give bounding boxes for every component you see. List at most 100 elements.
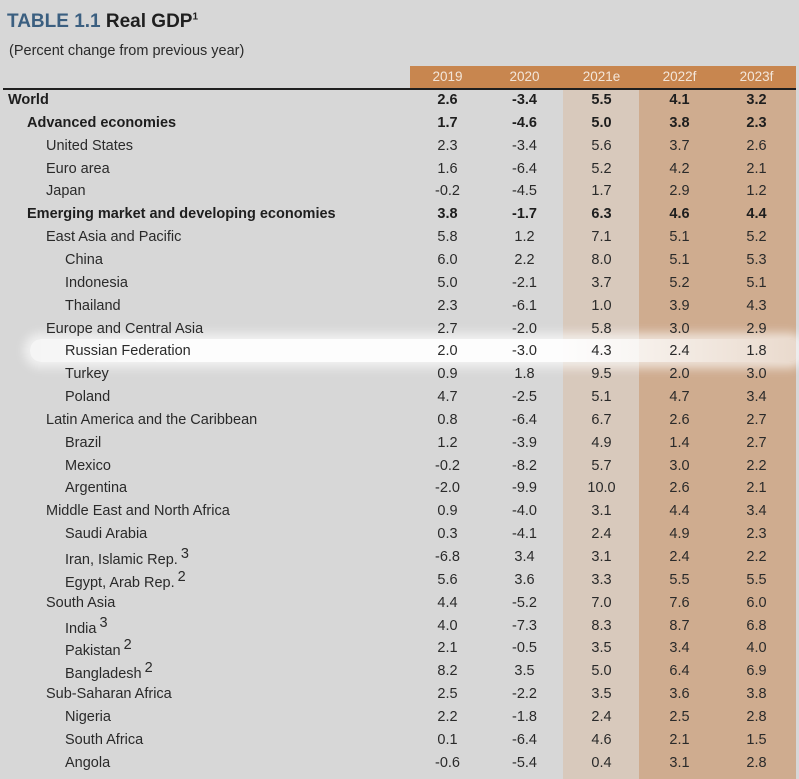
column-header-2022f: 2022f <box>662 69 697 84</box>
cell-2020: -3.9 <box>512 434 537 451</box>
cell-2020: -6.4 <box>512 731 537 748</box>
cell-2023f: 4.3 <box>746 297 767 314</box>
cell-2020: -3.4 <box>512 92 537 108</box>
row-label: Sub-Saharan Africa <box>46 683 172 706</box>
cell-2020: -3.4 <box>512 137 537 154</box>
table-row: Middle East and North Africa 0.9 -4.0 3.1 4.… <box>0 500 799 523</box>
table-row: East Asia and Pacific 5.8 1.2 7.1 5.1 5.2 <box>0 226 799 249</box>
cell-2022f: 3.8 <box>669 114 690 131</box>
table-row: Mexico -0.2 -8.2 5.7 3.0 2.2 <box>0 455 799 478</box>
row-label-text: Saudi Arabia <box>65 526 148 543</box>
table-row: Emerging market and developing economies… <box>0 203 799 226</box>
cell-2022f: 3.9 <box>669 297 690 314</box>
cell-2019: 8.2 <box>437 663 458 680</box>
cell-2023f: 2.1 <box>746 480 767 497</box>
row-label: Bangladesh 2 <box>65 660 153 686</box>
row-label-text: Japan <box>46 183 86 200</box>
table-row: Poland 4.7 -2.5 5.1 4.7 3.4 <box>0 386 799 409</box>
cell-2021e: 8.0 <box>591 251 612 268</box>
cell-2023f: 2.3 <box>746 114 767 131</box>
row-label: Pakistan 2 <box>65 637 132 663</box>
cell-2019: 2.1 <box>437 640 458 657</box>
cell-2019: 2.3 <box>437 137 458 154</box>
cell-2023f: 3.4 <box>746 389 767 406</box>
cell-2019: -0.2 <box>435 183 460 200</box>
cell-2020: -6.4 <box>512 411 537 428</box>
cell-2021e: 9.5 <box>591 366 612 383</box>
row-label: Indonesia <box>65 272 128 295</box>
cell-2021e: 3.3 <box>591 571 612 588</box>
row-label: Iran, Islamic Rep. 3 <box>65 546 189 572</box>
cell-2022f: 3.0 <box>669 320 690 337</box>
cell-2023f: 5.5 <box>746 571 767 588</box>
cell-2021e: 1.0 <box>591 297 612 314</box>
cell-2021e: 5.2 <box>591 160 612 177</box>
cell-2023f: 6.8 <box>746 617 767 634</box>
cell-2022f: 5.2 <box>669 274 690 291</box>
cell-2019: 1.6 <box>437 160 458 177</box>
cell-2020: -9.9 <box>512 480 537 497</box>
cell-2019: 3.8 <box>437 206 458 223</box>
cell-2020: -4.0 <box>512 503 537 520</box>
cell-2022f: 4.9 <box>669 526 690 543</box>
row-label-text: Nigeria <box>65 708 111 725</box>
cell-2022f: 8.7 <box>669 617 690 634</box>
row-label-text: Brazil <box>65 434 102 451</box>
cell-2021e: 1.7 <box>591 183 612 200</box>
cell-2020: -3.0 <box>512 343 537 360</box>
table-row: Iran, Islamic Rep. 3 -6.8 3.4 3.1 2.4 2.2 <box>0 546 799 569</box>
row-label: Latin America and the Caribbean <box>46 409 257 432</box>
row-label: Brazil <box>65 432 101 455</box>
cell-2019: -2.0 <box>435 480 460 497</box>
cell-2021e: 3.5 <box>591 686 612 703</box>
cell-2021e: 6.7 <box>591 411 612 428</box>
cell-2022f: 3.1 <box>669 754 690 771</box>
cell-2023f: 2.1 <box>746 160 767 177</box>
cell-2020: -5.2 <box>512 594 537 611</box>
cell-2020: -0.5 <box>512 640 537 657</box>
table-row: Russian Federation 2.0 -3.0 4.3 2.4 1.8 <box>0 340 799 363</box>
cell-2020: -8.2 <box>512 457 537 474</box>
cell-2020: 3.6 <box>514 571 535 588</box>
cell-2023f: 2.3 <box>746 526 767 543</box>
cell-2019: 2.5 <box>437 686 458 703</box>
row-label-text: Thailand <box>65 297 121 314</box>
cell-2019: 0.9 <box>437 366 458 383</box>
cell-2019: 0.1 <box>437 731 458 748</box>
cell-2019: 5.6 <box>437 571 458 588</box>
row-label-text: Poland <box>65 389 111 406</box>
table-row: South Asia 4.4 -5.2 7.0 7.6 6.0 <box>0 592 799 615</box>
cell-2019: 4.0 <box>437 617 458 634</box>
cell-2020: -1.7 <box>512 206 537 223</box>
row-label-text: Europe and Central Asia <box>46 320 204 337</box>
row-label-text: Egypt, Arab Rep. <box>65 574 175 591</box>
row-label: United States <box>46 135 133 158</box>
table-row: Saudi Arabia 0.3 -4.1 2.4 4.9 2.3 <box>0 523 799 546</box>
row-label-text: Middle East and North Africa <box>46 503 230 520</box>
cell-2022f: 2.5 <box>669 708 690 725</box>
cell-2020: -5.4 <box>512 754 537 771</box>
table-row: Egypt, Arab Rep. 2 5.6 3.6 3.3 5.5 5.5 <box>0 569 799 592</box>
cell-2021e: 4.6 <box>591 731 612 748</box>
cell-2022f: 3.7 <box>669 137 690 154</box>
cell-2023f: 4.4 <box>746 206 767 223</box>
cell-2022f: 7.6 <box>669 594 690 611</box>
row-label-text: Turkey <box>65 366 109 383</box>
cell-2020: 1.8 <box>514 366 535 383</box>
table-row: Europe and Central Asia 2.7 -2.0 5.8 3.0 2.9 <box>0 318 799 341</box>
cell-2020: -4.6 <box>512 114 537 131</box>
row-label-text: Angola <box>65 754 111 771</box>
column-header-2021e: 2021e <box>582 69 621 84</box>
cell-2019: 0.8 <box>437 411 458 428</box>
header-rule <box>3 88 796 90</box>
cell-2022f: 2.4 <box>669 549 690 565</box>
row-label: South Asia <box>46 592 115 615</box>
cell-2021e: 5.0 <box>591 114 612 131</box>
cell-2023f: 3.2 <box>746 92 767 108</box>
row-label-text: South Asia <box>46 594 116 611</box>
cell-2021e: 3.5 <box>591 640 612 657</box>
row-label: East Asia and Pacific <box>46 226 181 249</box>
cell-2019: -0.6 <box>435 754 460 771</box>
cell-2020: -1.8 <box>512 708 537 725</box>
cell-2020: -2.2 <box>512 686 537 703</box>
